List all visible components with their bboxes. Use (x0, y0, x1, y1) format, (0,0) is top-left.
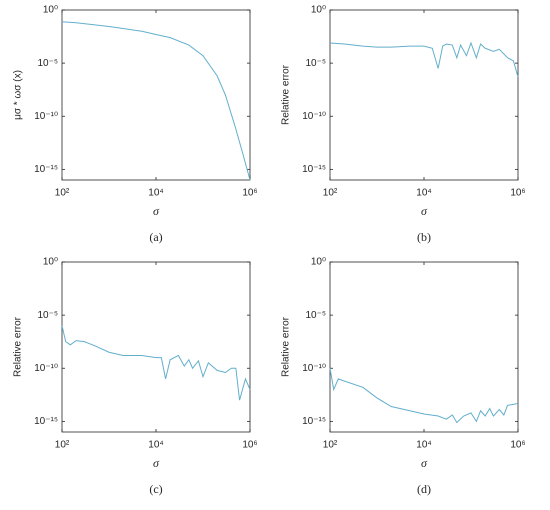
y-tick-label: 10⁻¹⁵ (34, 416, 58, 427)
x-tick-label: 10⁴ (416, 188, 431, 199)
y-tick-label: 10⁰ (43, 257, 58, 268)
y-axis-label: Relative error (13, 316, 24, 377)
x-tick-label: 10⁶ (242, 440, 257, 451)
x-tick-label: 10⁶ (510, 188, 525, 199)
data-line (61, 325, 251, 401)
y-tick-label: 10⁻⁵ (305, 310, 326, 321)
y-tick-label: 10⁻⁵ (37, 58, 58, 69)
x-axis-label: σ (421, 456, 428, 470)
data-line (329, 41, 519, 78)
x-tick-label: 10⁶ (510, 440, 525, 451)
x-axis-label: σ (153, 456, 160, 470)
y-axis-label: Relative error (281, 316, 292, 377)
y-tick-label: 10⁻¹⁰ (34, 111, 58, 122)
caption: (b) (417, 230, 431, 244)
y-axis-label: μσ * ωσ (x) (13, 70, 24, 120)
y-tick-label: 10⁻¹⁰ (302, 363, 326, 374)
axes-box (61, 9, 251, 181)
y-tick-label: 10⁻¹⁰ (302, 111, 326, 122)
y-tick-label: 10⁻¹⁵ (34, 164, 58, 175)
x-tick-label: 10² (323, 188, 338, 199)
caption: (a) (149, 230, 162, 244)
data-line (61, 21, 251, 181)
y-tick-label: 10⁰ (43, 5, 58, 16)
x-tick-label: 10² (55, 188, 70, 199)
x-tick-label: 10⁶ (242, 188, 257, 199)
x-axis-label: σ (421, 204, 428, 218)
caption: (c) (149, 482, 162, 496)
y-tick-label: 10⁻¹⁵ (302, 164, 326, 175)
x-tick-label: 10² (55, 440, 70, 451)
y-tick-label: 10⁻⁵ (305, 58, 326, 69)
y-tick-label: 10⁻¹⁵ (302, 416, 326, 427)
y-tick-label: 10⁰ (311, 257, 326, 268)
x-axis-label: σ (153, 204, 160, 218)
axes-box (329, 9, 519, 181)
x-tick-label: 10⁴ (148, 440, 163, 451)
data-line (329, 368, 519, 424)
y-axis-label: Relative error (281, 64, 292, 125)
y-tick-label: 10⁻⁵ (37, 310, 58, 321)
y-tick-label: 10⁻¹⁰ (34, 363, 58, 374)
caption: (d) (417, 482, 431, 496)
axes-box (61, 261, 251, 433)
y-tick-label: 10⁰ (311, 5, 326, 16)
axes-box (329, 261, 519, 433)
x-tick-label: 10⁴ (416, 440, 431, 451)
x-tick-label: 10⁴ (148, 188, 163, 199)
x-tick-label: 10² (323, 440, 338, 451)
